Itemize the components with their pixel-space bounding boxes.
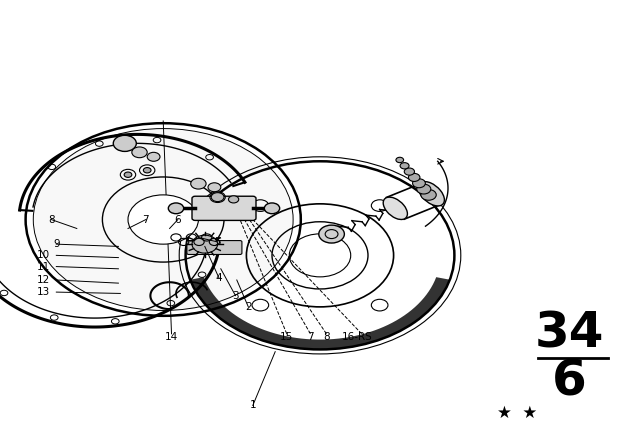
Circle shape: [128, 195, 198, 244]
Circle shape: [264, 203, 280, 214]
Ellipse shape: [383, 197, 408, 220]
Text: 16-RS: 16-RS: [342, 332, 372, 342]
Circle shape: [228, 196, 239, 203]
Circle shape: [34, 129, 292, 310]
Ellipse shape: [419, 181, 444, 206]
Text: 11: 11: [37, 262, 50, 271]
Text: 6: 6: [175, 215, 181, 224]
Text: 13: 13: [37, 287, 50, 297]
Text: 10: 10: [37, 250, 50, 260]
Circle shape: [113, 135, 136, 151]
Text: 6: 6: [552, 358, 587, 406]
Circle shape: [124, 172, 132, 177]
Circle shape: [404, 168, 415, 175]
Text: 15: 15: [280, 332, 293, 342]
Circle shape: [132, 147, 147, 158]
Circle shape: [168, 203, 184, 214]
Circle shape: [143, 168, 151, 173]
Text: 14: 14: [165, 332, 178, 342]
Circle shape: [396, 157, 404, 163]
FancyBboxPatch shape: [192, 196, 256, 220]
Circle shape: [413, 179, 426, 188]
Text: ★  ★: ★ ★: [497, 404, 537, 422]
Circle shape: [191, 178, 206, 189]
Circle shape: [211, 193, 224, 202]
Text: 12: 12: [37, 275, 50, 285]
Text: 3: 3: [232, 291, 239, 301]
Circle shape: [147, 152, 160, 161]
Polygon shape: [190, 277, 450, 349]
Circle shape: [417, 184, 431, 194]
Text: 2: 2: [245, 302, 252, 312]
Circle shape: [214, 194, 221, 200]
Text: 8: 8: [323, 332, 330, 342]
Text: 7: 7: [307, 332, 314, 342]
FancyBboxPatch shape: [187, 241, 242, 254]
Text: 5: 5: [214, 237, 221, 247]
Text: 7: 7: [143, 215, 149, 224]
Text: 34: 34: [535, 310, 604, 358]
Text: 8: 8: [48, 215, 54, 224]
Text: 9: 9: [53, 239, 60, 249]
Circle shape: [421, 190, 436, 200]
Text: 4: 4: [216, 273, 222, 283]
Circle shape: [408, 173, 420, 181]
Circle shape: [319, 225, 344, 243]
Text: 1: 1: [250, 401, 256, 410]
Circle shape: [192, 235, 218, 253]
Circle shape: [208, 183, 221, 192]
Circle shape: [400, 163, 409, 169]
